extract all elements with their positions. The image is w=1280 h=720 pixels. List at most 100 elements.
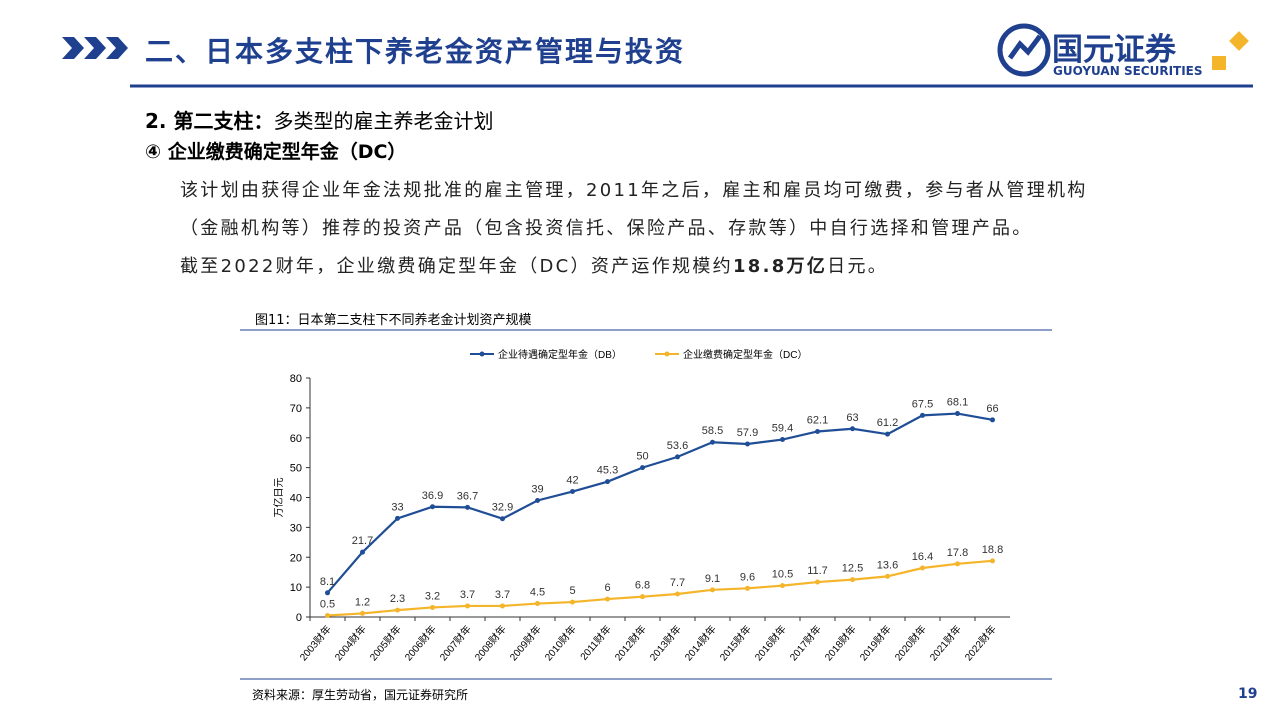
point (990, 417, 995, 423)
data-label: 9.1 (705, 573, 720, 585)
data-label: 33 (391, 501, 403, 513)
x-tick-label: 2003财年 (297, 623, 334, 664)
subtitle: ④ 企业缴费确定型年金（DC） (145, 141, 407, 163)
data-label: 8.1 (320, 576, 335, 588)
x-tick-label: 2012财年 (612, 623, 649, 664)
data-label: 5 (569, 585, 575, 597)
point (850, 426, 855, 432)
point (605, 479, 610, 485)
point (500, 516, 505, 522)
point (710, 439, 715, 445)
text: 截至2022财年，企业缴费确定型年金（DC）资产运作规模约 (180, 256, 733, 277)
y-tick-label: 70 (290, 403, 302, 415)
data-label: 57.9 (737, 427, 758, 439)
chart-title: 图11：日本第二支柱下不同养老金计划资产规模 (255, 313, 532, 328)
data-label: 9.6 (740, 571, 755, 583)
y-tick-label: 40 (290, 493, 302, 505)
y-tick-label: 80 (290, 373, 302, 385)
legend-label: 企业待遇确定型年金（DB） (498, 348, 622, 361)
x-tick-label: 2015财年 (717, 623, 754, 664)
x-tick-label: 2021财年 (927, 623, 964, 664)
x-tick-label: 2006财年 (402, 623, 439, 664)
point (675, 591, 680, 597)
chevrons (62, 37, 128, 59)
data-label: 1.2 (355, 596, 370, 608)
data-label: 50 (636, 451, 648, 463)
data-label: 3.7 (495, 589, 510, 601)
y-tick-label: 50 (290, 463, 302, 475)
x-tick-label: 2014财年 (682, 623, 719, 664)
point (990, 558, 995, 564)
x-tick-label: 2022财年 (962, 623, 999, 664)
data-label: 7.7 (670, 577, 685, 589)
x-tick-label: 2008财年 (472, 623, 509, 664)
x-tick-label: 2020财年 (892, 623, 929, 664)
point (920, 565, 925, 571)
data-label: 63 (846, 412, 858, 424)
page-number: 19 (1238, 686, 1258, 702)
data-label: 21.7 (352, 535, 373, 547)
point (815, 428, 820, 434)
x-tick-label: 2007财年 (437, 623, 474, 664)
slide-title: 二、日本多支柱下养老金资产管理与投资 (145, 35, 686, 68)
data-label: 13.6 (877, 559, 898, 571)
point (570, 599, 575, 605)
point (710, 587, 715, 593)
data-label: 42 (566, 475, 578, 487)
data-label: 0.5 (320, 599, 335, 611)
point (535, 497, 540, 503)
data-label: 3.7 (460, 589, 475, 601)
data-label: 16.4 (912, 551, 933, 563)
point (430, 604, 435, 610)
point (325, 590, 330, 596)
point (885, 573, 890, 579)
data-label: 36.9 (422, 490, 443, 502)
point (570, 489, 575, 495)
section-title: 多类型的雇主养老金计划 (273, 109, 494, 133)
point (395, 607, 400, 613)
y-tick-label: 20 (290, 552, 302, 564)
y-axis-label: 万亿日元 (272, 478, 285, 518)
data-label: 11.7 (807, 565, 828, 577)
legend-label: 企业缴费确定型年金（DC） (683, 348, 807, 361)
point (360, 610, 365, 616)
data-label: 66 (986, 403, 998, 415)
y-tick-label: 0 (296, 612, 302, 624)
data-label: 39 (531, 483, 543, 495)
data-label: 58.5 (702, 425, 723, 437)
point (920, 412, 925, 418)
data-label: 62.1 (807, 414, 828, 426)
y-tick-label: 60 (290, 433, 302, 445)
data-label: 10.5 (772, 569, 793, 581)
point (640, 465, 645, 471)
x-tick-label: 2009财年 (507, 623, 544, 664)
point (640, 594, 645, 600)
point (745, 585, 750, 591)
data-label: 53.6 (667, 440, 688, 452)
point (675, 454, 680, 460)
point (815, 579, 820, 585)
series-line (327, 559, 993, 617)
text: 日元。 (827, 256, 889, 277)
data-label: 45.3 (597, 465, 618, 477)
y-tick-label: 30 (290, 522, 302, 534)
data-label: 2.3 (390, 593, 405, 605)
point (325, 613, 330, 619)
point (780, 583, 785, 589)
point (955, 411, 960, 417)
legend-marker (479, 351, 485, 357)
data-label: 59.4 (772, 423, 793, 435)
x-tick-label: 2016财年 (752, 623, 789, 664)
point (605, 596, 610, 602)
point (535, 601, 540, 607)
point (885, 431, 890, 437)
data-label: 18.8 (982, 544, 1003, 556)
y-tick-label: 10 (290, 582, 302, 594)
x-tick-label: 2017财年 (787, 623, 824, 664)
legend-marker (664, 351, 670, 357)
point (745, 441, 750, 447)
series-line (326, 412, 993, 594)
